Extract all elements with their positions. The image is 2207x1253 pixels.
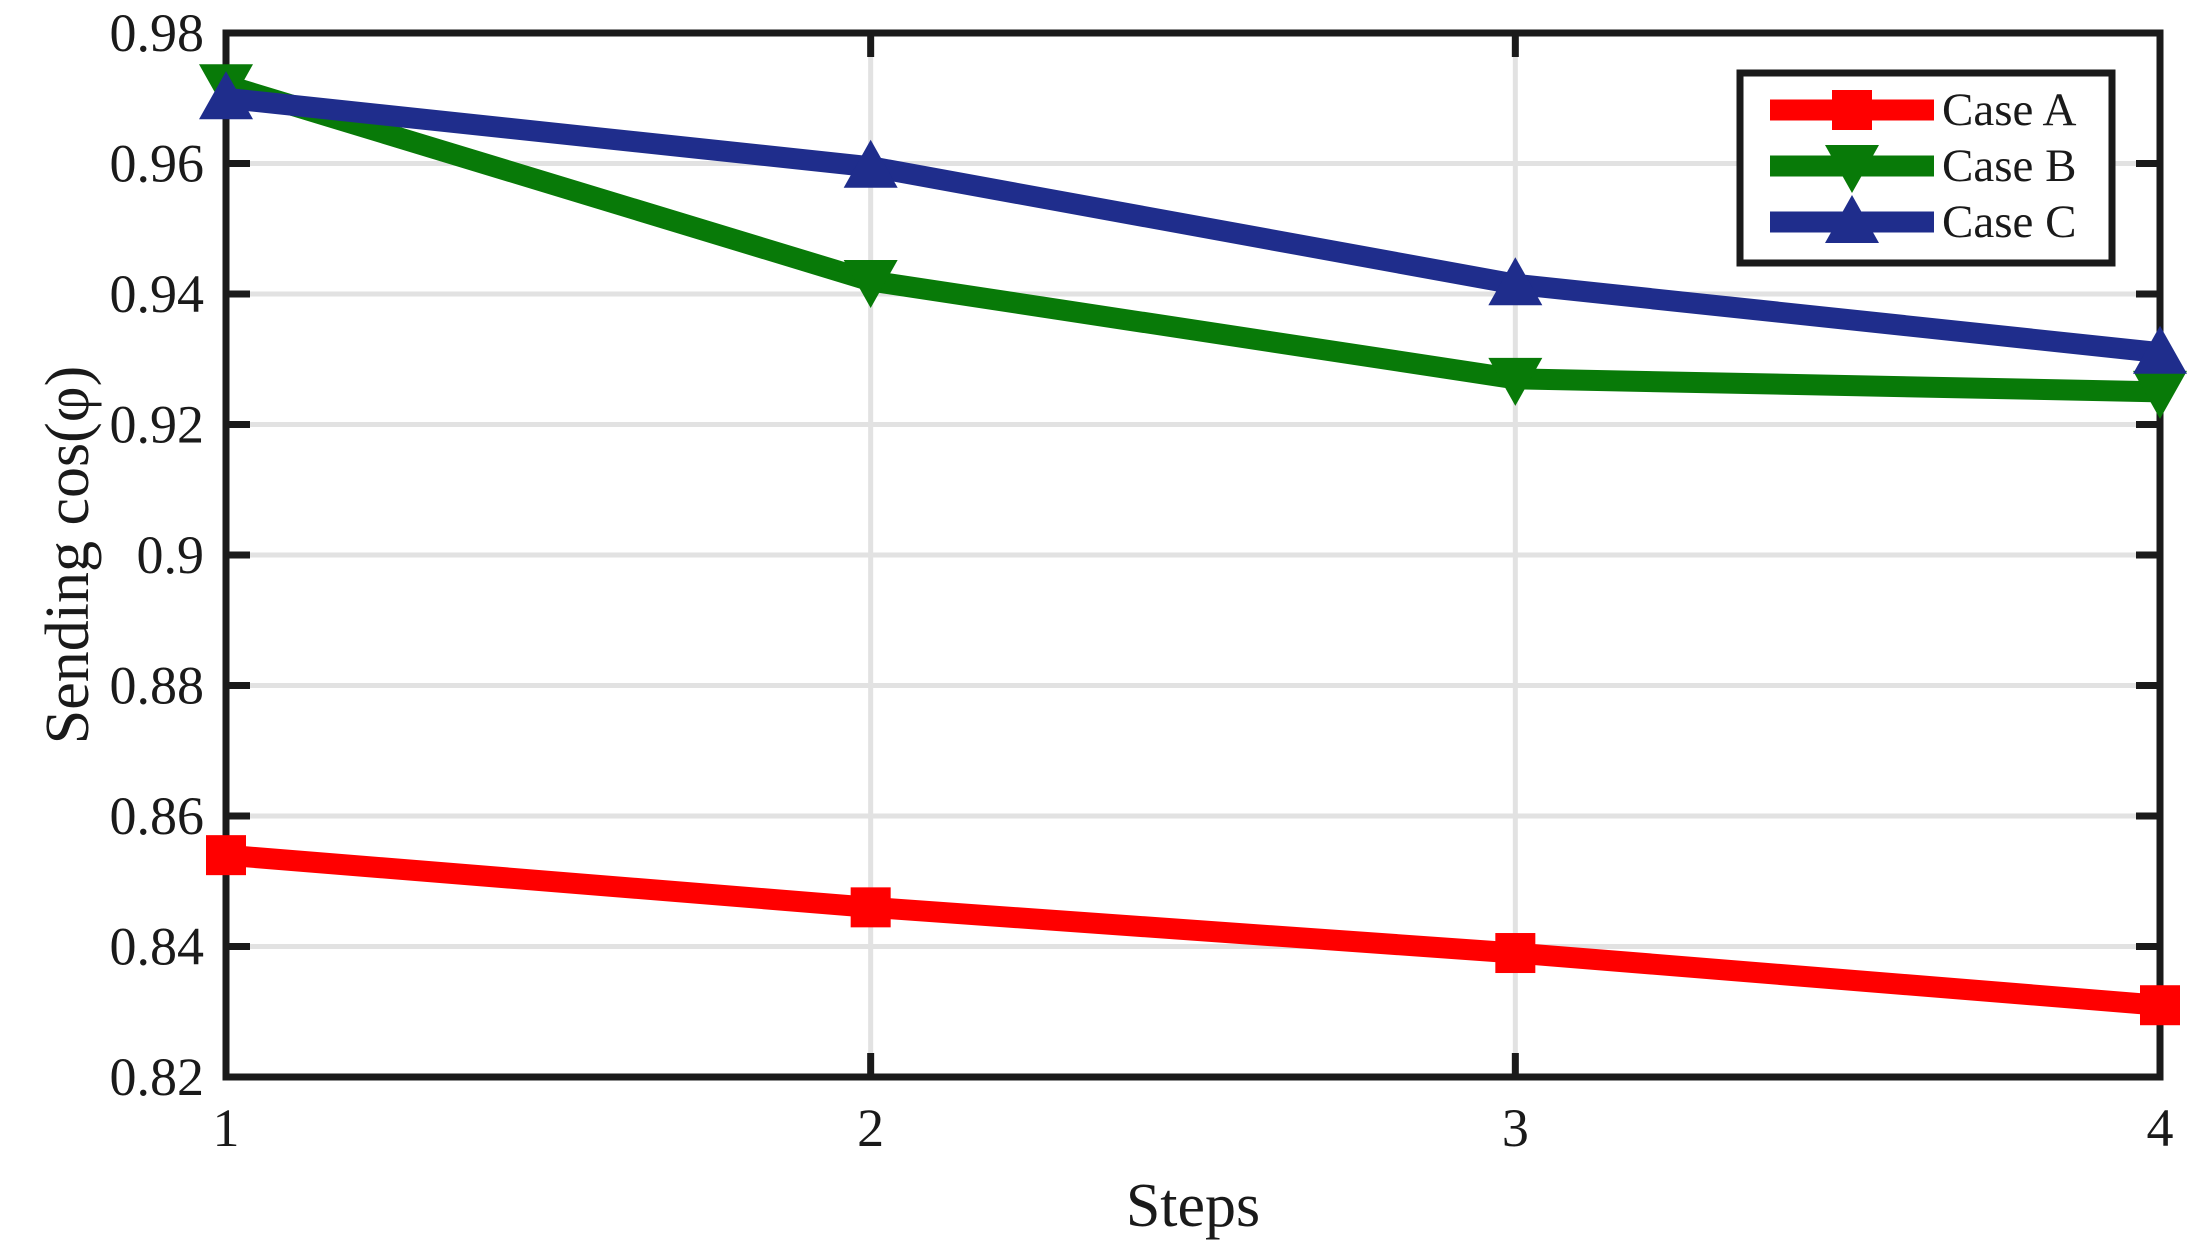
y-tick-label: 0.96 — [110, 134, 205, 194]
y-tick-label: 0.88 — [110, 656, 205, 716]
x-tick-label: 1 — [213, 1098, 240, 1158]
series-line-case-b — [222, 75, 2161, 403]
marker-case-a — [206, 835, 246, 876]
legend-label-case-a: Case A — [1942, 84, 2077, 136]
legend-label-case-b: Case B — [1942, 140, 2076, 192]
x-tick-label: 4 — [2147, 1098, 2174, 1158]
x-axis-label: Steps — [1126, 1172, 1260, 1240]
marker-case-c — [1488, 257, 1543, 306]
y-tick-label: 0.98 — [110, 3, 205, 63]
marker-legend-case-a — [1832, 90, 1872, 130]
series-line-case-a — [225, 844, 2161, 1016]
marker-case-b — [843, 259, 898, 308]
series-case-c — [199, 71, 2187, 374]
series-line-case-c — [224, 87, 2162, 364]
marker-case-c — [843, 139, 898, 188]
y-tick-label: 0.94 — [110, 264, 205, 324]
marker-case-c — [2133, 325, 2187, 374]
y-axis-label: Sending cos(φ) — [34, 366, 102, 744]
marker-case-b — [2133, 370, 2187, 419]
marker-case-a — [1495, 933, 1536, 974]
marker-case-a — [2140, 985, 2180, 1026]
legend-label-case-c: Case C — [1942, 196, 2076, 248]
y-tick-label: 0.92 — [110, 395, 205, 455]
marker-legend-case-b — [1825, 145, 1879, 193]
y-tick-label: 0.82 — [110, 1047, 205, 1107]
y-tick-label: 0.84 — [110, 917, 205, 977]
y-tick-label: 0.86 — [110, 786, 205, 846]
series-case-a — [206, 835, 2180, 1026]
x-tick-label: 2 — [857, 1098, 884, 1158]
y-tick-label: 0.9 — [137, 525, 205, 585]
marker-case-c — [199, 71, 253, 120]
marker-case-b — [1488, 357, 1543, 406]
marker-legend-case-c — [1825, 195, 1879, 243]
marker-case-a — [850, 887, 891, 928]
x-tick-label: 3 — [1502, 1098, 1529, 1158]
